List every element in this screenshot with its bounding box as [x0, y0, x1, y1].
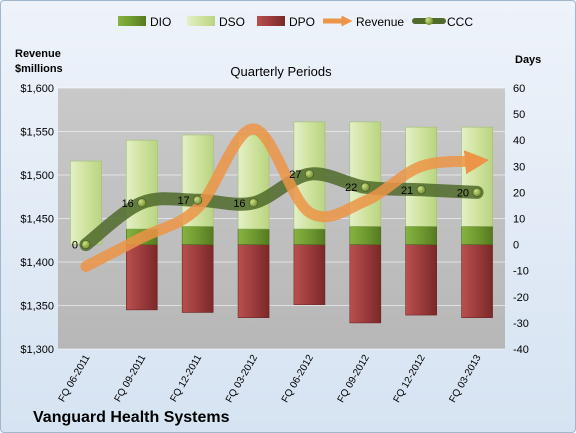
- legend-marker-ccc: [425, 17, 433, 25]
- ccc-marker: [304, 169, 314, 179]
- ccc-marker: [249, 198, 259, 208]
- left-tick-label: $1,450: [20, 214, 54, 226]
- legend-item-revenue: Revenue: [323, 15, 404, 29]
- legend-swatch-dpo: [257, 16, 285, 26]
- bar-dio: [237, 228, 270, 245]
- legend-item-dpo: DPO: [257, 15, 315, 29]
- right-tick-label: -40: [513, 344, 529, 356]
- right-tick-label: 60: [513, 83, 525, 95]
- bar-dpo: [405, 244, 437, 316]
- left-axis-ticks: $1,300 $1,350 $1,400 $1,450 $1,500 $1,550 $1,6…: [20, 83, 54, 356]
- right-tick-label: 20: [513, 187, 525, 199]
- ccc-labels: 0 16 17 16 27 22 21 20: [72, 169, 469, 251]
- ccc-data-label: 21: [401, 185, 413, 197]
- bar-dpo: [293, 244, 326, 305]
- legend-swatch-dio: [118, 16, 146, 26]
- legend-item-dio: DIO: [118, 15, 171, 29]
- line-revenue: [80, 123, 490, 272]
- x-tick-label: FQ 03-2013: [447, 353, 483, 405]
- left-tick-label: $1,500: [20, 170, 54, 182]
- legend-label-dpo: DPO: [289, 15, 315, 29]
- ccc-marker: [360, 182, 370, 192]
- ccc-data-label: 17: [177, 195, 189, 207]
- right-tick-label: 40: [513, 135, 525, 147]
- x-axis-ticks: FQ 06-2011 FQ 09-2011 FQ 12-2011 FQ 03-2012…: [57, 353, 484, 405]
- bar-dpo: [461, 244, 493, 318]
- legend-label-dio: DIO: [150, 15, 171, 29]
- left-tick-label: $1,350: [20, 301, 54, 313]
- right-axis-ticks: -40 -30 -20 -10 0 10 20 30 40 50 60: [513, 83, 529, 356]
- ccc-marker: [193, 195, 203, 205]
- chart-title: Quarterly Periods: [230, 64, 332, 79]
- x-tick-label: FQ 12-2012: [392, 353, 428, 405]
- left-tick-label: $1,600: [20, 83, 54, 95]
- bar-dio: [349, 226, 382, 245]
- left-axis-label-line1: Revenue: [15, 48, 61, 60]
- bar-dio: [293, 228, 326, 245]
- ccc-data-label: 0: [72, 240, 78, 252]
- right-tick-label: -30: [513, 318, 529, 330]
- right-tick-label: 10: [513, 214, 525, 226]
- ccc-markers: [81, 169, 482, 250]
- x-tick-label: FQ 03-2012: [224, 353, 260, 405]
- bar-dpo: [349, 244, 382, 324]
- right-tick-label: 0: [513, 240, 519, 252]
- legend-item-dso: DSO: [187, 15, 245, 29]
- ccc-data-label: 20: [457, 187, 469, 199]
- legend-swatch-dso: [187, 16, 215, 26]
- ccc-data-label: 16: [233, 198, 245, 210]
- ccc-marker: [137, 198, 147, 208]
- bar-dio: [405, 226, 437, 245]
- x-tick-label: FQ 06-2012: [280, 353, 316, 405]
- legend-label-revenue: Revenue: [356, 15, 404, 29]
- x-tick-label: FQ 09-2012: [336, 353, 372, 405]
- legend-label-dso: DSO: [219, 15, 245, 29]
- right-axis-label: Days: [515, 54, 541, 66]
- bar-dso: [461, 126, 493, 227]
- bar-dpo: [237, 244, 270, 318]
- right-tick-label: 30: [513, 161, 525, 173]
- ccc-data-label: 16: [122, 198, 134, 210]
- ccc-data-label: 22: [345, 182, 357, 194]
- bar-dio: [181, 226, 214, 245]
- x-tick-label: FQ 06-2011: [57, 353, 93, 404]
- x-tick-label: FQ 12-2011: [168, 353, 204, 404]
- left-tick-label: $1,300: [20, 344, 54, 356]
- left-tick-label: $1,400: [20, 257, 54, 269]
- bar-dpo: [126, 244, 158, 311]
- legend-label-ccc: CCC: [447, 15, 473, 29]
- legend: DIO DSO DPO Revenue CCC: [118, 15, 473, 29]
- legend-item-ccc: CCC: [412, 15, 473, 29]
- right-tick-label: -20: [513, 292, 529, 304]
- left-axis-label-line2: $millions: [15, 63, 63, 75]
- x-tick-label: FQ 09-2011: [113, 353, 149, 404]
- bar-dpo: [181, 244, 214, 313]
- ccc-marker: [416, 185, 426, 195]
- bar-dio: [461, 226, 493, 245]
- ccc-marker: [81, 240, 91, 250]
- right-tick-label: -10: [513, 266, 529, 278]
- ccc-marker: [472, 187, 482, 197]
- left-tick-label: $1,550: [20, 127, 54, 139]
- right-tick-label: 50: [513, 109, 525, 121]
- ccc-data-label: 27: [289, 169, 301, 181]
- company-name: Vanguard Health Systems: [33, 409, 230, 426]
- bar-dso: [237, 134, 270, 230]
